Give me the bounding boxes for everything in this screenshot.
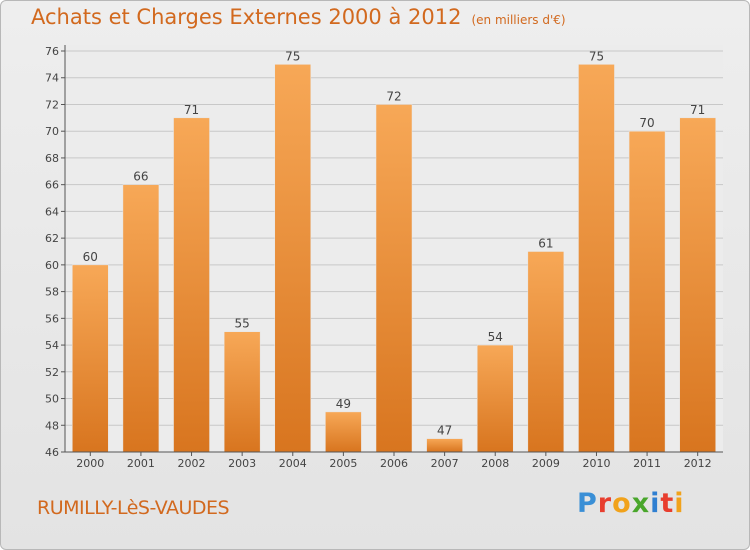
bar — [527, 251, 565, 453]
brand-letter: r — [597, 488, 613, 519]
y-tick-label: 68 — [45, 152, 59, 165]
data-label: 70 — [639, 116, 654, 130]
bar — [679, 117, 716, 453]
bar — [628, 130, 666, 453]
y-tick-label: 70 — [45, 125, 59, 138]
y-tick-label: 76 — [45, 45, 59, 58]
bar — [122, 184, 160, 453]
bar — [375, 104, 413, 453]
bars — [72, 64, 716, 453]
y-tick-label: 46 — [45, 446, 59, 459]
x-tick-label: 2002 — [178, 457, 206, 470]
bar — [72, 264, 109, 453]
y-tick-label: 48 — [45, 419, 59, 432]
data-label: 60 — [83, 250, 98, 264]
x-tick-label: 2011 — [633, 457, 661, 470]
x-tick-label: 2001 — [127, 457, 155, 470]
y-tick-label: 52 — [45, 366, 59, 379]
x-tick-label: 2009 — [532, 457, 560, 470]
y-tick-label: 58 — [45, 286, 59, 299]
y-tick-label: 56 — [45, 312, 59, 325]
y-tick-label: 64 — [45, 205, 59, 218]
brand-letter: t — [660, 488, 675, 519]
bar — [274, 64, 312, 453]
brand-logo: Proxiti — [577, 488, 685, 519]
bar — [223, 331, 261, 453]
x-tick-label: 2000 — [76, 457, 104, 470]
data-label: 55 — [235, 317, 250, 331]
x-tick-label: 2006 — [380, 457, 408, 470]
brand-letter: x — [631, 488, 651, 519]
data-labels: 60 66 71 55 75 49 72 47 54 61 75 70 71 — [83, 49, 706, 437]
brand-letter: i — [674, 488, 685, 519]
y-axis: 46 48 50 52 54 56 58 60 62 64 66 68 70 72 74 76 — [45, 45, 66, 459]
data-label: 75 — [589, 49, 604, 63]
data-label: 72 — [386, 89, 401, 103]
bar — [426, 438, 463, 453]
data-label: 54 — [488, 330, 503, 344]
data-label: 75 — [285, 49, 300, 63]
chart-unit: (en milliers d'€) — [471, 13, 566, 27]
y-tick-label: 72 — [45, 98, 59, 111]
y-tick-label: 60 — [45, 259, 59, 272]
y-tick-label: 66 — [45, 179, 59, 192]
place-name: RUMILLY-LèS-VAUDES — [37, 497, 230, 519]
data-label: 71 — [690, 103, 705, 117]
data-label: 61 — [538, 237, 553, 251]
x-tick-label: 2004 — [279, 457, 307, 470]
chart-title: Achats et Charges Externes 2000 à 2012 — [31, 5, 462, 29]
y-tick-label: 74 — [45, 72, 59, 85]
bar — [578, 64, 615, 453]
y-tick-label: 50 — [45, 393, 59, 406]
x-tick-label: 2007 — [431, 457, 459, 470]
y-tick-label: 62 — [45, 232, 59, 245]
x-tick-label: 2008 — [481, 457, 509, 470]
brand-letter: o — [612, 488, 632, 519]
x-axis: 2000 2001 2002 2003 2004 2005 2006 2007 2008 2009… — [65, 451, 723, 470]
bar — [173, 117, 210, 453]
data-label: 49 — [336, 397, 351, 411]
data-label: 47 — [437, 424, 452, 438]
x-tick-label: 2012 — [684, 457, 712, 470]
bar — [476, 344, 514, 453]
x-tick-label: 2010 — [582, 457, 610, 470]
data-label: 71 — [184, 103, 199, 117]
x-tick-label: 2003 — [228, 457, 256, 470]
brand-letter: P — [577, 488, 598, 519]
title-line: Achats et Charges Externes 2000 à 2012 (e… — [31, 5, 566, 29]
data-label: 66 — [133, 170, 148, 184]
x-tick-label: 2005 — [329, 457, 357, 470]
brand-letter: i — [650, 488, 661, 519]
y-tick-label: 54 — [45, 339, 59, 352]
bar — [325, 411, 362, 453]
